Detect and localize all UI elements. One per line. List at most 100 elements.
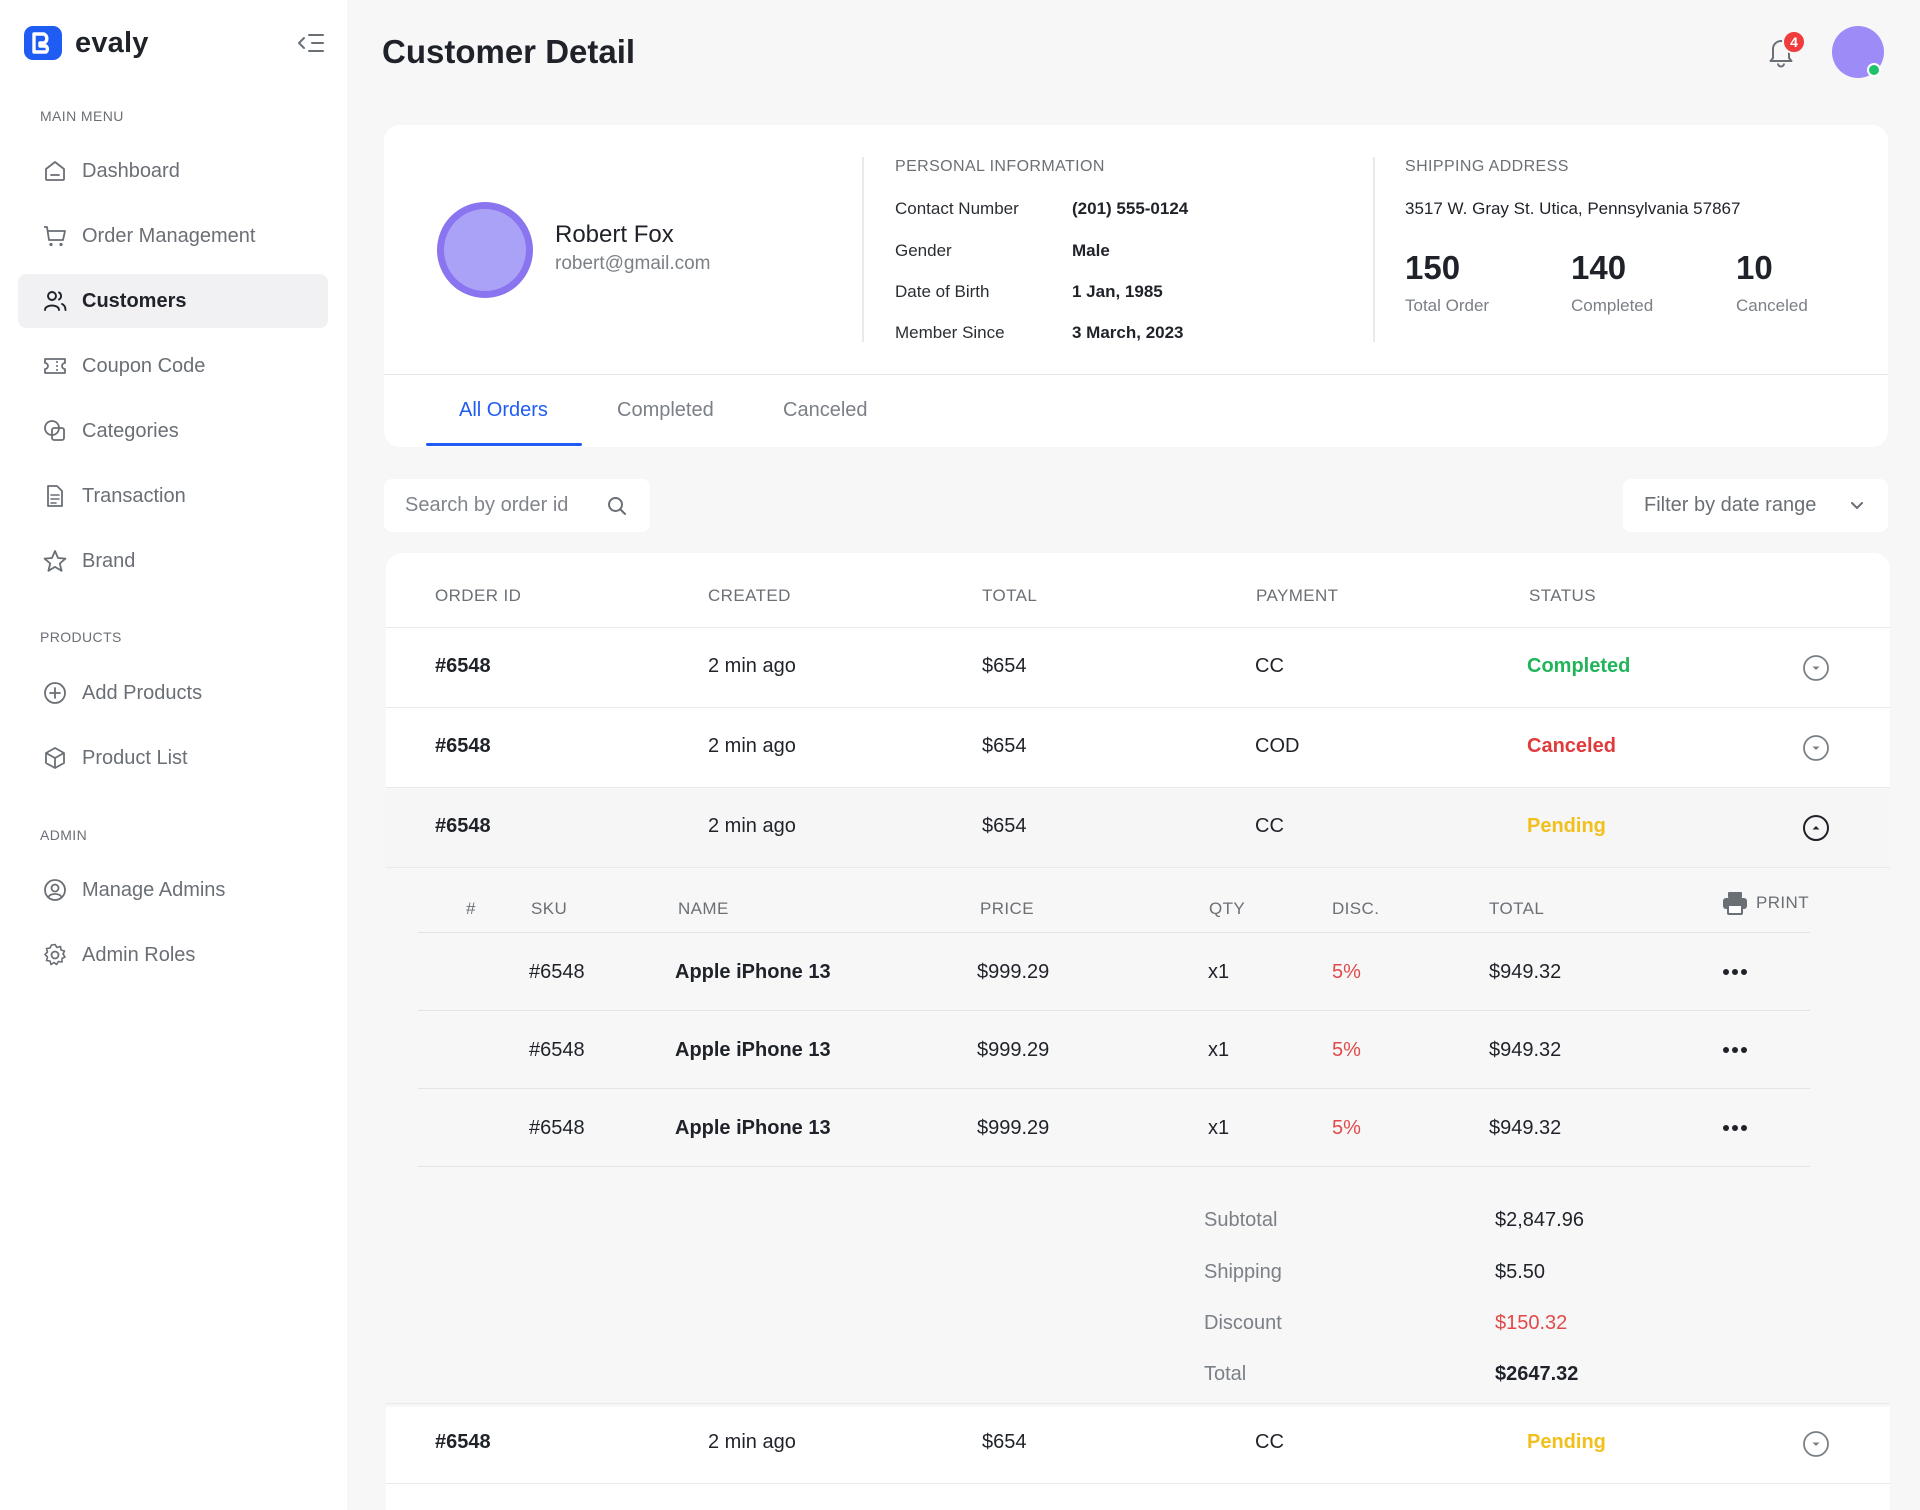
detail-header-sku: SKU xyxy=(531,899,568,918)
customer-profile-card: Robert Fox robert@gmail.com PERSONAL INF… xyxy=(384,125,1888,447)
subtotal-value: $2,847.96 xyxy=(1495,1209,1584,1231)
sidebar-item-dashboard[interactable]: Dashboard xyxy=(18,144,328,198)
list-item: #6548 Apple iPhone 13 $999.29 x1 5% $949… xyxy=(418,1088,1810,1166)
plus-circle-icon xyxy=(42,680,68,706)
contact-number-value: (201) 555-0124 xyxy=(1072,199,1189,218)
more-options-icon[interactable] xyxy=(1720,1113,1750,1143)
date-of-birth-value: 1 Jan, 1985 xyxy=(1072,282,1163,301)
sidebar-item-add-products[interactable]: Add Products xyxy=(18,666,328,720)
more-options-icon[interactable] xyxy=(1720,1035,1750,1065)
search-icon[interactable] xyxy=(605,494,629,523)
table-row[interactable]: #6548 2 min ago $654 CC Pending xyxy=(386,787,1890,867)
order-total: $654 xyxy=(982,1431,1027,1453)
order-total: $654 xyxy=(982,655,1027,677)
divider xyxy=(384,374,1888,375)
detail-header-index: # xyxy=(466,899,476,918)
item-sku: #6548 xyxy=(529,1039,585,1061)
more-options-icon[interactable] xyxy=(1720,957,1750,987)
table-row xyxy=(386,1483,1890,1510)
date-range-filter[interactable]: Filter by date range xyxy=(1623,479,1888,532)
tab-all-orders[interactable]: All Orders xyxy=(459,399,548,421)
item-name: Apple iPhone 13 xyxy=(675,961,831,983)
collapse-sidebar-icon[interactable] xyxy=(296,30,326,56)
sidebar-item-brand[interactable]: Brand xyxy=(18,534,328,588)
gear-icon xyxy=(42,942,68,968)
order-detail-panel: # SKU NAME PRICE QTY DISC. TOTAL PRINT #… xyxy=(386,867,1890,1407)
item-qty: x1 xyxy=(1208,961,1230,983)
discount-label: Discount xyxy=(1204,1312,1282,1334)
online-status-dot xyxy=(1867,63,1881,77)
print-button[interactable]: PRINT xyxy=(1722,891,1809,915)
date-range-filter-label: Filter by date range xyxy=(1644,494,1817,516)
detail-header-qty: QTY xyxy=(1209,899,1246,918)
personal-info-title: PERSONAL INFORMATION xyxy=(895,158,1105,175)
sidebar-item-admin-roles[interactable]: Admin Roles xyxy=(18,928,328,982)
order-id: #6548 xyxy=(435,655,491,677)
item-name: Apple iPhone 13 xyxy=(675,1039,831,1061)
item-total: $949.32 xyxy=(1489,961,1562,983)
order-created: 2 min ago xyxy=(708,735,796,757)
sidebar-item-order-management[interactable]: Order Management xyxy=(18,209,328,263)
customer-name: Robert Fox xyxy=(555,221,674,248)
brand[interactable]: evaly xyxy=(24,26,149,60)
star-icon xyxy=(42,548,68,574)
sidebar-item-label: Order Management xyxy=(82,224,256,247)
box-icon xyxy=(42,745,68,771)
gender-label: Gender xyxy=(895,241,952,260)
orders-table: ORDER ID CREATED TOTAL PAYMENT STATUS #6… xyxy=(386,553,1890,1510)
total-label: Total xyxy=(1204,1363,1247,1385)
subtotal-label: Subtotal xyxy=(1204,1209,1278,1231)
completed-label: Completed xyxy=(1571,296,1654,315)
tab-canceled[interactable]: Canceled xyxy=(783,399,868,421)
table-row[interactable]: #6548 2 min ago $654 CC Pending xyxy=(386,1403,1890,1483)
shipping-label: Shipping xyxy=(1204,1261,1282,1283)
order-total: $654 xyxy=(982,735,1027,757)
member-since-value: 3 March, 2023 xyxy=(1072,323,1184,342)
divider xyxy=(1373,157,1375,342)
order-total: $654 xyxy=(982,815,1027,837)
order-id: #6548 xyxy=(435,1431,491,1453)
page-title: Customer Detail xyxy=(382,33,636,70)
order-id: #6548 xyxy=(435,735,491,757)
column-header-payment: PAYMENT xyxy=(1256,586,1339,605)
printer-icon xyxy=(1723,892,1747,915)
table-row[interactable]: #6548 2 min ago $654 COD Canceled xyxy=(386,707,1890,787)
shipping-address: 3517 W. Gray St. Utica, Pennsylvania 578… xyxy=(1405,199,1741,218)
cart-icon xyxy=(42,223,68,249)
sidebar-item-transaction[interactable]: Transaction xyxy=(18,469,328,523)
search-input[interactable] xyxy=(405,494,595,517)
column-header-order-id: ORDER ID xyxy=(435,586,522,605)
item-sku: #6548 xyxy=(529,961,585,983)
sidebar-item-coupon-code[interactable]: Coupon Code xyxy=(18,339,328,393)
table-row[interactable]: #6548 2 min ago $654 CC Completed xyxy=(386,627,1890,707)
sidebar-item-manage-admins[interactable]: Manage Admins xyxy=(18,863,328,917)
canceled-label: Canceled xyxy=(1736,296,1808,315)
tab-completed[interactable]: Completed xyxy=(617,399,714,421)
total-order-label: Total Order xyxy=(1405,296,1490,315)
expand-row-icon[interactable] xyxy=(1802,654,1830,682)
item-qty: x1 xyxy=(1208,1039,1230,1061)
brand-name: evaly xyxy=(75,26,149,59)
order-created: 2 min ago xyxy=(708,655,796,677)
column-header-created: CREATED xyxy=(708,586,791,605)
search-box xyxy=(384,479,650,532)
sidebar-item-label: Categories xyxy=(82,419,179,442)
sidebar-item-categories[interactable]: Categories xyxy=(18,404,328,458)
user-circle-icon xyxy=(42,877,68,903)
sidebar-item-customers[interactable]: Customers xyxy=(18,274,328,328)
status-badge: Pending xyxy=(1527,815,1606,837)
member-since-label: Member Since xyxy=(895,323,1005,342)
collapse-row-icon[interactable] xyxy=(1802,814,1830,842)
list-item: #6548 Apple iPhone 13 $999.29 x1 5% $949… xyxy=(418,932,1810,1010)
sidebar-item-product-list[interactable]: Product List xyxy=(18,731,328,785)
contact-number-label: Contact Number xyxy=(895,199,1019,218)
detail-header-discount: DISC. xyxy=(1332,899,1380,918)
expand-row-icon[interactable] xyxy=(1802,1430,1830,1458)
gender-value: Male xyxy=(1072,241,1110,260)
sidebar-item-label: Manage Admins xyxy=(82,878,226,901)
expand-row-icon[interactable] xyxy=(1802,734,1830,762)
sidebar-item-label: Coupon Code xyxy=(82,354,206,377)
products-title: PRODUCTS xyxy=(40,629,122,645)
shipping-value: $5.50 xyxy=(1495,1261,1546,1283)
admin-title: ADMIN xyxy=(40,827,88,843)
